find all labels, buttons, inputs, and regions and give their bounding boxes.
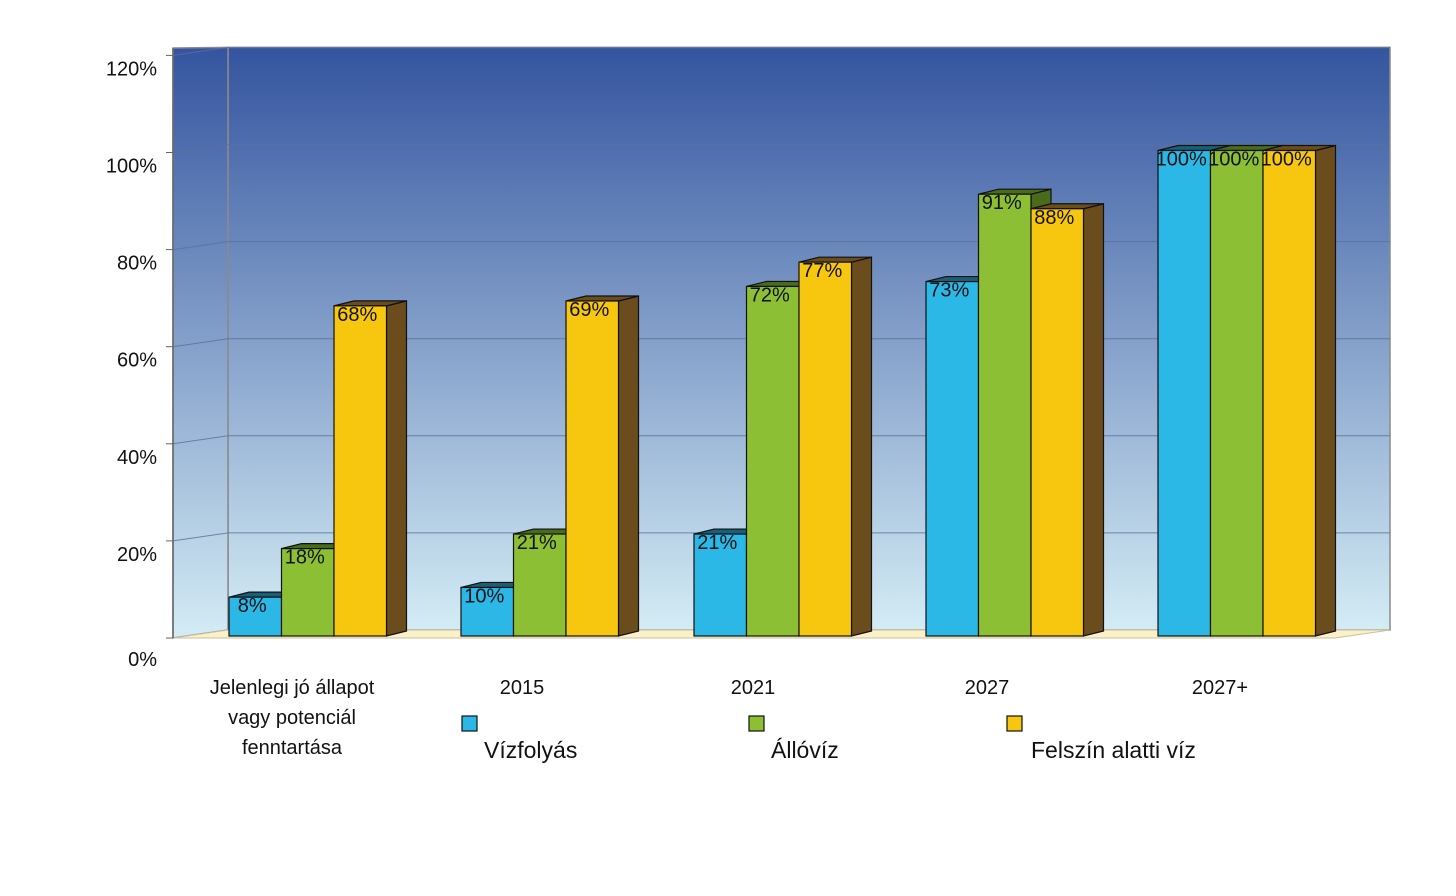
legend-label: Felszín alatti víz bbox=[1031, 737, 1196, 763]
data-label: 100% bbox=[1208, 149, 1259, 171]
gridline-side bbox=[172, 144, 229, 153]
data-label: 100% bbox=[1261, 149, 1312, 171]
data-label: 10% bbox=[464, 585, 504, 607]
bar bbox=[512, 533, 567, 637]
gridline-side bbox=[172, 435, 229, 445]
y-axis: 0% 20% 40% 60% 80% 100% 120% bbox=[106, 48, 174, 671]
gridline-side bbox=[172, 532, 229, 542]
bar bbox=[228, 596, 283, 637]
category-label: 2015 bbox=[500, 677, 545, 699]
y-tick-label: 100% bbox=[106, 156, 157, 178]
category-label: 2021 bbox=[731, 677, 776, 699]
bar bbox=[745, 285, 800, 637]
category-label: 2027+ bbox=[1192, 677, 1248, 699]
legend-label: Állóvíz bbox=[771, 737, 839, 763]
legend: Vízfolyás Állóvíz Felszín alatti víz bbox=[461, 715, 1196, 763]
data-label: 21% bbox=[697, 532, 737, 554]
y-tick-label: 20% bbox=[117, 544, 157, 566]
data-label: 100% bbox=[1156, 149, 1207, 171]
gridline-side bbox=[172, 46, 229, 56]
data-label: 68% bbox=[337, 304, 377, 326]
data-label: 88% bbox=[1034, 207, 1074, 229]
legend-swatch bbox=[1006, 715, 1023, 732]
bar bbox=[977, 193, 1032, 637]
data-labels: 8% 10% 21% 73% 100% 18% 21% 72% 91% 100% 68% 69% 77%… bbox=[238, 149, 1312, 618]
legend-swatch bbox=[461, 715, 478, 732]
legend-swatch bbox=[748, 715, 765, 732]
y-tick-label: 40% bbox=[117, 447, 157, 469]
bar bbox=[1030, 208, 1085, 637]
bar bbox=[693, 533, 748, 637]
bar bbox=[1262, 149, 1317, 637]
gridline-side bbox=[172, 338, 229, 348]
bar bbox=[925, 280, 980, 637]
gridline-side bbox=[172, 241, 229, 251]
y-tick-label: 120% bbox=[106, 58, 157, 80]
data-label: 69% bbox=[569, 299, 609, 321]
bar bbox=[798, 261, 853, 637]
data-label: 18% bbox=[285, 547, 325, 569]
x-axis-categories: Jelenlegi jó állapot vagy potenciál fennta… bbox=[210, 677, 1248, 759]
y-tick-label: 80% bbox=[117, 253, 157, 275]
bar-side bbox=[1082, 202, 1105, 637]
bar bbox=[460, 586, 515, 637]
data-label: 73% bbox=[929, 280, 969, 302]
bars bbox=[228, 144, 1337, 637]
bar-side bbox=[617, 295, 640, 637]
legend-label: Vízfolyás bbox=[484, 737, 577, 763]
bar bbox=[565, 300, 620, 637]
data-label: 8% bbox=[238, 595, 267, 617]
category-label: fenntartása bbox=[242, 737, 343, 759]
data-label: 91% bbox=[982, 192, 1022, 214]
bar bbox=[280, 548, 335, 637]
bar-side bbox=[1314, 144, 1337, 637]
data-label: 77% bbox=[802, 260, 842, 282]
y-tick-label: 0% bbox=[128, 649, 157, 671]
bar bbox=[1209, 149, 1264, 637]
bar-side bbox=[850, 256, 873, 637]
category-label: 2027 bbox=[965, 677, 1010, 699]
data-label: 21% bbox=[517, 532, 557, 554]
bar bbox=[333, 305, 388, 637]
bar-side bbox=[385, 300, 408, 637]
category-label: vagy potenciál bbox=[228, 707, 356, 729]
category-label: Jelenlegi jó állapot bbox=[210, 677, 375, 699]
data-label: 72% bbox=[750, 284, 790, 306]
y-tick-label: 60% bbox=[117, 350, 157, 372]
bar bbox=[1157, 149, 1212, 637]
